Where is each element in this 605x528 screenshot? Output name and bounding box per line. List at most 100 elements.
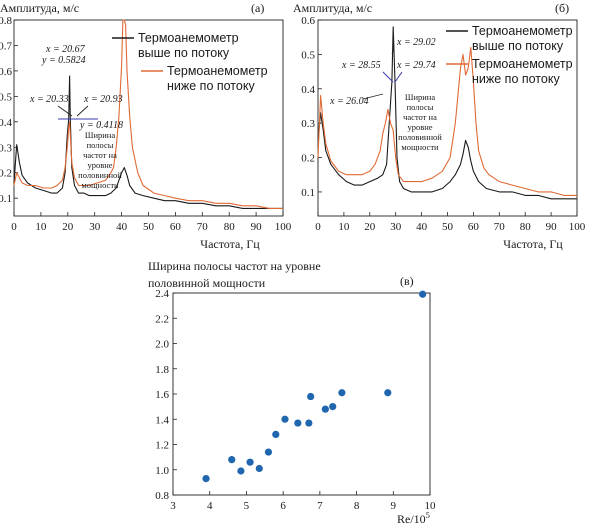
- panel-b-ann-peak-x: x = 29.02: [396, 37, 436, 48]
- panel-b-letter: (б): [555, 1, 569, 15]
- panel-b-legend-label-line: Термоанемометр: [472, 57, 573, 71]
- panel-c-x-tick-label: 5: [244, 500, 250, 512]
- panel-c-point: [419, 290, 427, 298]
- panel-b-x-tick-label: 10: [338, 221, 350, 233]
- panel-a-series-downstream-line: [13, 19, 283, 209]
- panel-c-title-line-1: Ширина полосы частот на уровне: [148, 259, 321, 273]
- panel-b-bandwidth-note-line: Ширина: [405, 92, 435, 102]
- panel-a-series-upstream-line: [13, 75, 283, 209]
- panel-c-y-tick-label: 1.0: [155, 465, 169, 477]
- panel-b-bandwidth-note-line: полосы: [407, 102, 434, 112]
- panel-a-series: [13, 19, 283, 209]
- panel-c-point: [307, 392, 315, 401]
- panel-b-x-tick-label: 20: [364, 221, 376, 233]
- panel-b-y-tick-label: 0.4: [301, 84, 315, 96]
- panel-a-x-tick-label: 100: [275, 221, 292, 233]
- panel-b-x-tick-label: 70: [494, 221, 506, 233]
- panel-c-x-tick-label: 4: [207, 500, 213, 512]
- panel-b-x-tick-label: 40: [416, 221, 428, 233]
- panel-b-legend-label-line: Термоанемометр: [472, 24, 573, 38]
- panel-c-point: [384, 389, 392, 397]
- panel-a-y-tick-label: 0.8: [0, 15, 13, 27]
- panel-a-ann-left-x: x = 20.33: [29, 94, 69, 105]
- panel-b-annotations: x = 29.02 x = 28.55 x = 29.74 x = 26.04 …: [329, 37, 442, 152]
- panel-c-point: [338, 389, 346, 397]
- panel-b-x-tick-label: 50: [442, 221, 454, 233]
- panel-c-y-tick-label: 0.8: [155, 490, 169, 502]
- panel-c-xlabel-base: Re/10: [397, 512, 426, 526]
- panel-a-bandwidth-note-line: уровне: [87, 160, 112, 170]
- panel-c-y-tick-label: 1.8: [155, 364, 169, 376]
- panel-c-point: [321, 405, 329, 413]
- panel-a-legend-label-line: выше по потоку: [138, 46, 230, 60]
- panel-a-x-tick-label: 30: [89, 221, 101, 233]
- panel-c-y-tick-label: 2.4: [155, 288, 169, 300]
- panel-c-point: [305, 419, 313, 427]
- panel-b-x-tick-label: 90: [546, 221, 558, 233]
- panel-c-point: [255, 464, 263, 473]
- panel-a-letter: (а): [251, 1, 264, 15]
- panel-b-bandwidth-note-line: уровне: [407, 122, 432, 132]
- panel-a-y-tick-label: 0.1: [0, 193, 12, 205]
- panel-a-ann-arrow-left: [57, 105, 73, 117]
- panel-b-legend-label-line: выше по потоку: [472, 39, 564, 53]
- panel-c-x-tick-label: 9: [391, 500, 397, 512]
- panel-c-point: [202, 474, 210, 483]
- panel-c-point: [329, 403, 337, 411]
- panel-b-ticks: [317, 19, 578, 216]
- panel-a: Амплитуда, м/с (а) 0 10 20 30 40 50 60 70 80 90 10…: [0, 1, 292, 251]
- panel-a-x-tick-label: 80: [224, 221, 236, 233]
- panel-a-legend-label: Термоанемометр выше по потоку: [138, 31, 239, 60]
- panel-c-y-tick-label: 2.0: [155, 339, 169, 351]
- panel-a-bandwidth-note-line: частот на: [83, 150, 117, 160]
- panel-b-ann-left-x: x = 28.55: [341, 60, 381, 71]
- panel-a-y-tick-label: 0.2: [0, 168, 12, 180]
- panel-a-ann-peak-y: y = 0.5824: [41, 55, 86, 66]
- panel-a-legend-downstream: Термоанемометр ниже по потоку: [167, 64, 268, 93]
- panel-a-y-tick-label: 0.5: [0, 91, 13, 103]
- panel-b-bandwidth-note-line: половинной: [398, 132, 442, 142]
- panel-c-y-tick-label: 1.2: [155, 440, 169, 452]
- panel-a-legend-label-line: ниже по потоку: [167, 79, 255, 93]
- panel-c-y-tick-label: 1.4: [155, 414, 169, 426]
- panel-b-x-tick-label: 60: [468, 221, 480, 233]
- panel-b-x-tick-labels: 0 10 20 30 40 50 60 70 80 90 100: [315, 221, 586, 233]
- panel-c: Ширина полосы частот на уровне половинно…: [148, 259, 436, 526]
- panel-a-y-tick-label: 0.7: [0, 40, 13, 52]
- panel-a-y-tick-labels: 0.1 0.2 0.3 0.4 0.5 0.6 0.7 0.8: [0, 15, 13, 205]
- panel-b-legend: Термоанемометр выше по потоку Термоанемом…: [446, 24, 573, 86]
- panel-c-title-line-2: половинной мощности: [148, 276, 266, 290]
- panel-b-ann-arrow-left: [382, 71, 394, 83]
- panel-a-legend-label-line: Термоанемометр: [167, 64, 268, 78]
- panel-c-point: [246, 458, 254, 466]
- panel-a-x-tick-label: 50: [143, 221, 155, 233]
- panel-c-y-tick-labels: 0.8 1.0 1.2 1.4 1.6 1.8 2.0 2.2 2.4: [155, 288, 169, 502]
- panel-b-ylabel: Амплитуда, м/с: [293, 1, 372, 15]
- panel-b-legend-label-line: ниже по потоку: [472, 72, 560, 86]
- panel-a-bandwidth-note-line: Ширина: [85, 130, 115, 140]
- panel-c-point: [228, 456, 236, 464]
- panel-a-y-tick-label: 0.6: [0, 66, 13, 78]
- panel-c-x-tick-labels: 3 4 5 6 7 8 9 10: [170, 500, 436, 512]
- panel-b-series: [317, 26, 577, 200]
- panel-c-plot-frame: [172, 292, 431, 496]
- panel-a-x-tick-label: 10: [35, 221, 47, 233]
- panel-b-xlabel: Частота, Гц: [503, 237, 563, 251]
- panel-a-xlabel: Частота, Гц: [200, 237, 260, 251]
- panel-c-point: [237, 467, 245, 475]
- panel-b-series-downstream-line: [317, 46, 577, 196]
- panel-c-point: [294, 419, 302, 427]
- panel-a-x-tick-label: 20: [62, 221, 74, 233]
- panel-b-x-tick-label: 0: [315, 221, 321, 233]
- panel-c-y-tick-label: 2.2: [155, 313, 169, 325]
- panel-a-y-tick-label: 0.4: [0, 117, 13, 129]
- panel-b-x-tick-label: 80: [520, 221, 532, 233]
- panel-c-x-tick-label: 10: [425, 500, 437, 512]
- panel-a-x-tick-label: 40: [116, 221, 128, 233]
- panel-b-bandwidth-note-line: мощности: [401, 142, 439, 152]
- panel-c-xlabel-exponent: 5: [426, 510, 430, 520]
- panel-a-legend-upstream: Термоанемометр выше по потоку: [138, 31, 239, 60]
- panel-b-ann-second-peak-x: x = 26.04: [329, 96, 369, 107]
- panel-b-ann-arrow-right: [394, 71, 403, 83]
